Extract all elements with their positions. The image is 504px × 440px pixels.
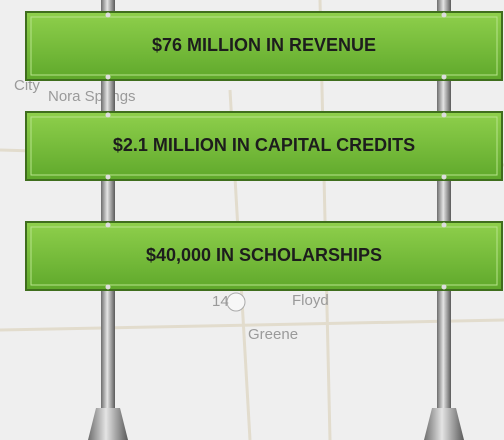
map-label: Floyd: [292, 292, 329, 309]
sign-text: $40,000 IN SCHOLARSHIPS: [146, 245, 382, 265]
sign-text: $2.1 MILLION IN CAPITAL CREDITS: [113, 135, 415, 155]
sign-border: [30, 16, 498, 76]
bolt: [105, 74, 111, 80]
signs: $76 MILLION IN REVENUE $2.1 MILLION IN CA…: [25, 11, 503, 291]
sign-board: [25, 11, 503, 81]
bolt: [441, 74, 447, 80]
map-label: Greene: [248, 326, 298, 343]
bolt: [105, 112, 111, 118]
poles: [88, 0, 464, 440]
bolt: [105, 222, 111, 228]
sign-border: [30, 116, 498, 176]
bolt: [441, 12, 447, 18]
bolt: [441, 284, 447, 290]
map-label: City: [14, 77, 40, 94]
bolt: [105, 174, 111, 180]
bolt: [105, 284, 111, 290]
sign-board: [25, 221, 503, 291]
bolt: [441, 112, 447, 118]
route-shield: [226, 292, 246, 312]
sign-text: $76 MILLION IN REVENUE: [152, 35, 376, 55]
bolt: [105, 12, 111, 18]
sign-board: [25, 111, 503, 181]
sign-border: [30, 226, 498, 286]
bolt: [441, 222, 447, 228]
map-label: Nora Springs: [48, 88, 136, 105]
map-label: 14: [212, 293, 229, 310]
bolt: [441, 174, 447, 180]
